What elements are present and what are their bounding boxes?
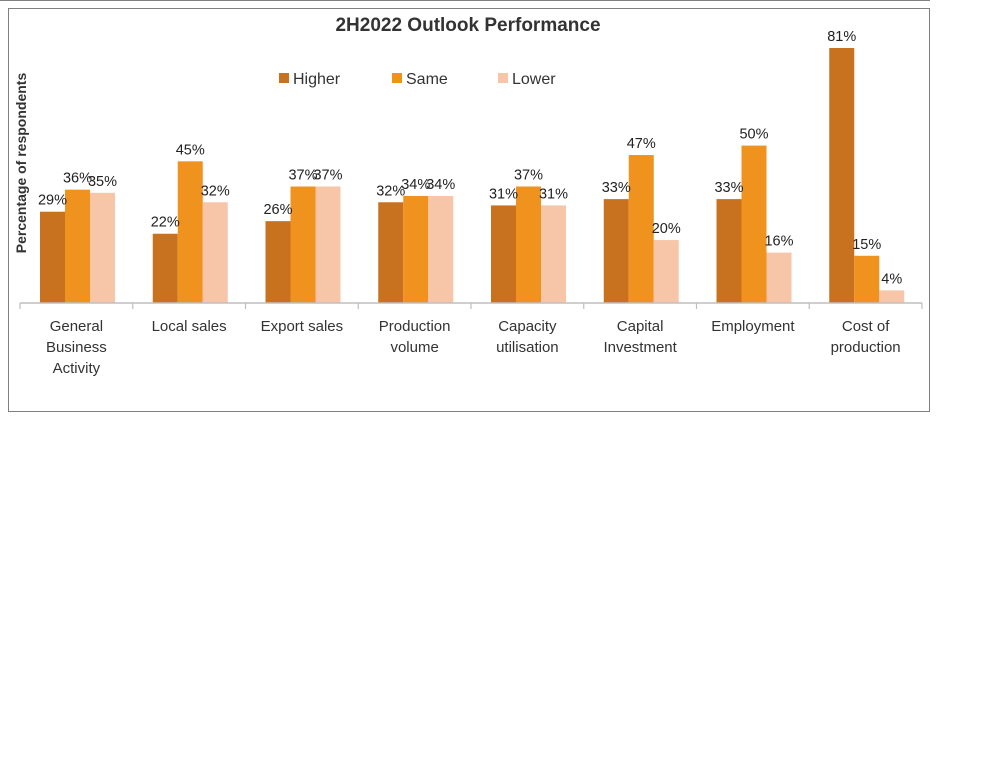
value-label-lower-5: 20% (652, 221, 681, 237)
value-label-same-6: 50% (739, 127, 768, 143)
value-label-same-1: 45% (176, 142, 205, 158)
bar-higher-5 (603, 199, 629, 303)
y-axis-label: Percentage of respondents (13, 73, 29, 254)
chart-title: 2H2022 Outlook Performance (335, 15, 600, 36)
bar-lower-3 (428, 195, 454, 303)
value-label-same-0: 36% (63, 171, 92, 187)
bar-higher-3 (378, 202, 404, 303)
category-label-3: Production volume (379, 318, 451, 356)
value-label-same-5: 47% (627, 136, 656, 152)
bar-same-5 (628, 155, 654, 303)
legend-swatch-higher (279, 73, 289, 83)
value-label-same-7: 15% (852, 237, 881, 253)
bar-higher-6 (716, 199, 742, 303)
value-label-lower-4: 31% (539, 186, 568, 202)
value-label-higher-0: 29% (38, 193, 67, 209)
legend-swatch-lower (498, 73, 508, 83)
category-labels-group: General Business Activity Local sales Export… (46, 318, 901, 377)
legend-label-lower: Lower (512, 71, 556, 88)
bar-lower-6 (766, 252, 792, 303)
bar-same-7 (854, 255, 880, 303)
bar-higher-4 (491, 205, 516, 303)
value-label-lower-6: 16% (764, 234, 793, 250)
category-label-0: General Business Activity (46, 318, 107, 377)
category-label-7: Cost of production (831, 318, 901, 356)
bar-same-0 (65, 189, 90, 303)
bar-lower-0 (90, 192, 115, 303)
value-labels-group: 29%36%35%22%45%32%26%37%37%32%34%34%31%3… (38, 29, 902, 287)
value-label-higher-1: 22% (151, 215, 180, 231)
bar-same-6 (741, 145, 767, 303)
legend-swatch-same (392, 73, 402, 83)
value-label-lower-0: 35% (88, 174, 117, 190)
value-label-higher-7: 81% (827, 29, 856, 45)
value-label-higher-2: 26% (263, 202, 292, 218)
bar-same-1 (177, 161, 203, 303)
category-label-4: Capacity utilisation (496, 318, 559, 356)
value-label-same-2: 37% (288, 168, 317, 184)
category-label-6: Employment (711, 318, 795, 335)
bar-lower-2 (315, 186, 341, 303)
category-label-5: Capital Investment (603, 318, 677, 356)
legend-label-higher: Higher (293, 71, 341, 88)
bar-higher-0 (40, 211, 65, 303)
value-label-higher-5: 33% (602, 180, 631, 196)
value-label-higher-3: 32% (376, 183, 405, 199)
bar-higher-7 (829, 48, 855, 303)
value-label-lower-7: 4% (881, 271, 902, 287)
value-label-lower-2: 37% (313, 168, 342, 184)
bars-group (40, 48, 905, 303)
x-axis-ticks (19, 303, 923, 309)
bar-lower-1 (202, 202, 228, 303)
value-label-same-3: 34% (401, 177, 430, 193)
value-label-same-4: 37% (514, 168, 543, 184)
bar-same-2 (290, 186, 316, 303)
bar-lower-5 (653, 240, 679, 303)
category-label-2: Export sales (261, 318, 344, 335)
bar-higher-2 (265, 221, 291, 303)
chart-frame (8, 8, 930, 412)
value-label-lower-1: 32% (201, 183, 230, 199)
bar-same-3 (403, 195, 429, 303)
legend: Higher Same Lower (279, 71, 556, 88)
bar-same-4 (516, 186, 541, 303)
category-label-1: Local sales (152, 318, 227, 335)
value-label-higher-6: 33% (714, 180, 743, 196)
bar-lower-4 (541, 205, 566, 303)
chart-frame-top-border (0, 0, 930, 1)
bar-higher-1 (152, 233, 178, 303)
bar-lower-7 (879, 290, 905, 303)
value-label-higher-4: 31% (489, 186, 518, 202)
legend-label-same: Same (406, 71, 448, 88)
value-label-lower-3: 34% (426, 177, 455, 193)
